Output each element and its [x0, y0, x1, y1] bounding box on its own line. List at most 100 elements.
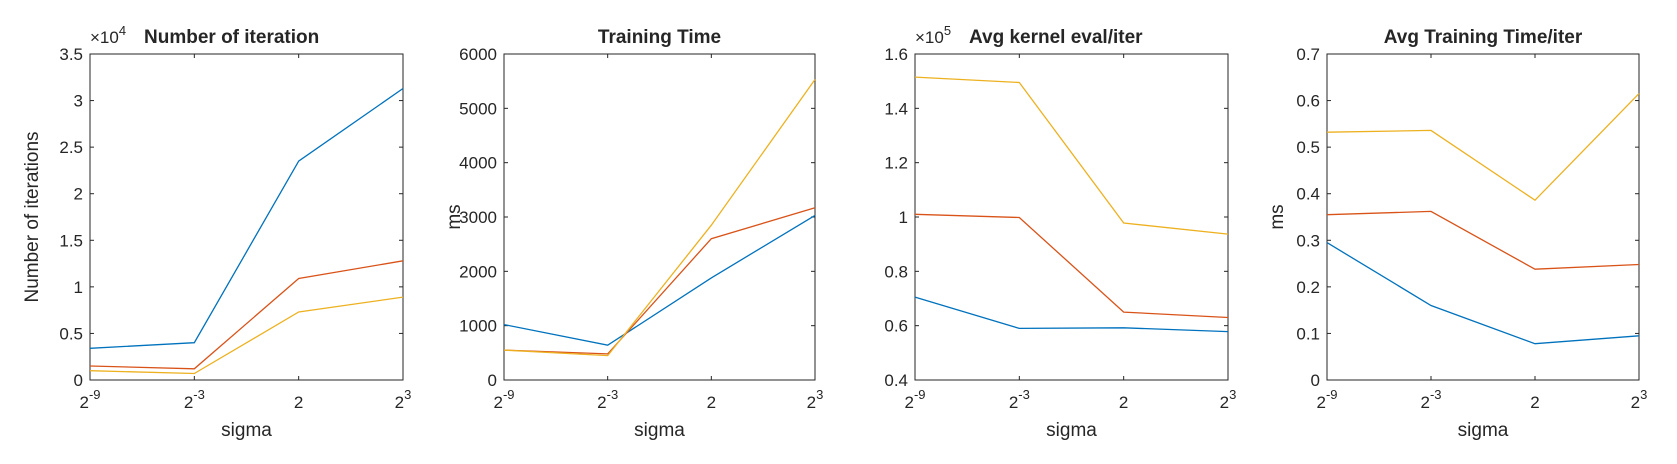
y-tick-label: 0.6 — [884, 317, 908, 336]
x-tick-exponent: -9 — [503, 387, 515, 402]
series-line-3 — [89, 296, 404, 375]
x-tick-base: 2 — [1009, 393, 1018, 412]
y-tick-label: 0 — [1311, 371, 1320, 390]
x-tick-exponent: -3 — [1430, 387, 1442, 402]
y-tick-label: 3.5 — [59, 45, 83, 64]
x-tick-base: 2 — [707, 393, 716, 412]
plot-area — [1326, 53, 1640, 381]
x-tick-base: 2 — [294, 393, 303, 412]
x-tick-base: 2 — [904, 393, 913, 412]
y-tick-label: 3 — [74, 92, 83, 111]
x-tick-label: 2-9 — [1316, 387, 1337, 412]
y-tick-label: 1.6 — [884, 45, 908, 64]
y-tick-label: 1.4 — [884, 99, 908, 118]
chart-panel-3: 0.40.60.811.21.41.62-9 2-3 2 23×105 Avg kern… — [884, 23, 1236, 441]
series-line-1 — [503, 214, 816, 346]
series-line-2 — [89, 260, 404, 370]
y-tick-label: 1.5 — [59, 231, 83, 250]
x-tick-base: 2 — [1420, 393, 1429, 412]
x-tick-exponent: 3 — [1229, 387, 1236, 402]
x-axis-label: sigma — [1046, 420, 1097, 441]
series-line-2 — [503, 207, 816, 355]
y-tick-label: 1 — [74, 278, 83, 297]
y-tick-label: 1 — [899, 208, 908, 227]
y-tick-label: 0.5 — [1296, 138, 1320, 157]
x-tick-base: 2 — [1119, 393, 1128, 412]
x-tick-base: 2 — [493, 393, 502, 412]
x-tick-label: 23 — [395, 387, 412, 412]
x-tick-label: 2-3 — [1420, 387, 1441, 412]
y-tick-label: 0.1 — [1296, 324, 1320, 343]
x-tick-exponent: -3 — [607, 387, 619, 402]
y-tick-label: 0.7 — [1296, 45, 1320, 64]
chart-panel-1: 00.511.522.533.52-9 2-3 2 23×104 Number of i… — [22, 23, 411, 441]
series-line-1 — [1326, 242, 1640, 345]
x-tick-exponent: 3 — [404, 387, 411, 402]
y-multiplier-exponent: 5 — [944, 23, 951, 38]
y-tick-label: 3000 — [459, 208, 497, 227]
y-axis-label: ms — [1267, 204, 1288, 229]
x-tick-label: 2 — [1530, 393, 1539, 412]
y-tick-label: 1000 — [459, 317, 497, 336]
series-line-3 — [503, 79, 816, 357]
y-multiplier: ×104 — [90, 23, 126, 47]
x-tick-exponent: -9 — [89, 387, 101, 402]
x-tick-label: 2-9 — [79, 387, 100, 412]
y-tick-label: 0.8 — [884, 262, 908, 281]
x-tick-base: 2 — [1220, 393, 1229, 412]
x-tick-base: 2 — [1316, 393, 1325, 412]
x-tick-base: 2 — [807, 393, 816, 412]
series-line-1 — [89, 87, 404, 349]
x-axis-label: sigma — [634, 420, 685, 441]
y-tick-label: 0.4 — [1296, 185, 1320, 204]
x-tick-base: 2 — [184, 393, 193, 412]
x-tick-label: 2-9 — [904, 387, 925, 412]
y-tick-label: 0.5 — [59, 324, 83, 343]
x-axis-label: sigma — [221, 420, 272, 441]
x-tick-exponent: -3 — [193, 387, 205, 402]
chart-title: Number of iteration — [144, 27, 319, 48]
y-multiplier-base: ×10 — [90, 28, 119, 47]
chart-title: Training Time — [598, 27, 721, 48]
x-tick-exponent: -9 — [1326, 387, 1338, 402]
plot-area — [89, 53, 404, 381]
x-tick-exponent: -9 — [914, 387, 926, 402]
x-tick-base: 2 — [1530, 393, 1539, 412]
x-tick-base: 2 — [79, 393, 88, 412]
y-tick-label: 0.4 — [884, 371, 908, 390]
y-axis-label: ms — [444, 204, 465, 229]
y-tick-label: 6000 — [459, 45, 497, 64]
y-axis-label: Number of iterations — [22, 131, 43, 302]
x-tick-label: 2-3 — [1009, 387, 1030, 412]
y-tick-label: 0.3 — [1296, 231, 1320, 250]
x-tick-label: 2-3 — [597, 387, 618, 412]
x-tick-base: 2 — [395, 393, 404, 412]
series-line-2 — [914, 213, 1229, 319]
x-tick-exponent: -3 — [1018, 387, 1030, 402]
x-tick-label: 2 — [707, 393, 716, 412]
plot-area — [503, 53, 816, 381]
y-tick-label: 4000 — [459, 154, 497, 173]
y-tick-label: 1.2 — [884, 154, 908, 173]
x-tick-label: 2 — [1119, 393, 1128, 412]
y-multiplier-exponent: 4 — [119, 23, 126, 38]
y-tick-label: 0.6 — [1296, 92, 1320, 111]
series-line-3 — [914, 76, 1229, 235]
y-tick-label: 0.2 — [1296, 278, 1320, 297]
y-tick-label: 5000 — [459, 99, 497, 118]
x-tick-exponent: 3 — [1640, 387, 1647, 402]
x-tick-base: 2 — [1631, 393, 1640, 412]
y-tick-label: 2.5 — [59, 138, 83, 157]
y-tick-label: 2000 — [459, 262, 497, 281]
x-tick-label: 2-3 — [184, 387, 205, 412]
x-tick-label: 23 — [1220, 387, 1237, 412]
x-tick-base: 2 — [597, 393, 606, 412]
x-tick-label: 23 — [1631, 387, 1648, 412]
x-axis-label: sigma — [1458, 420, 1509, 441]
x-tick-label: 2 — [294, 393, 303, 412]
x-tick-label: 23 — [807, 387, 824, 412]
y-multiplier-base: ×10 — [915, 28, 944, 47]
